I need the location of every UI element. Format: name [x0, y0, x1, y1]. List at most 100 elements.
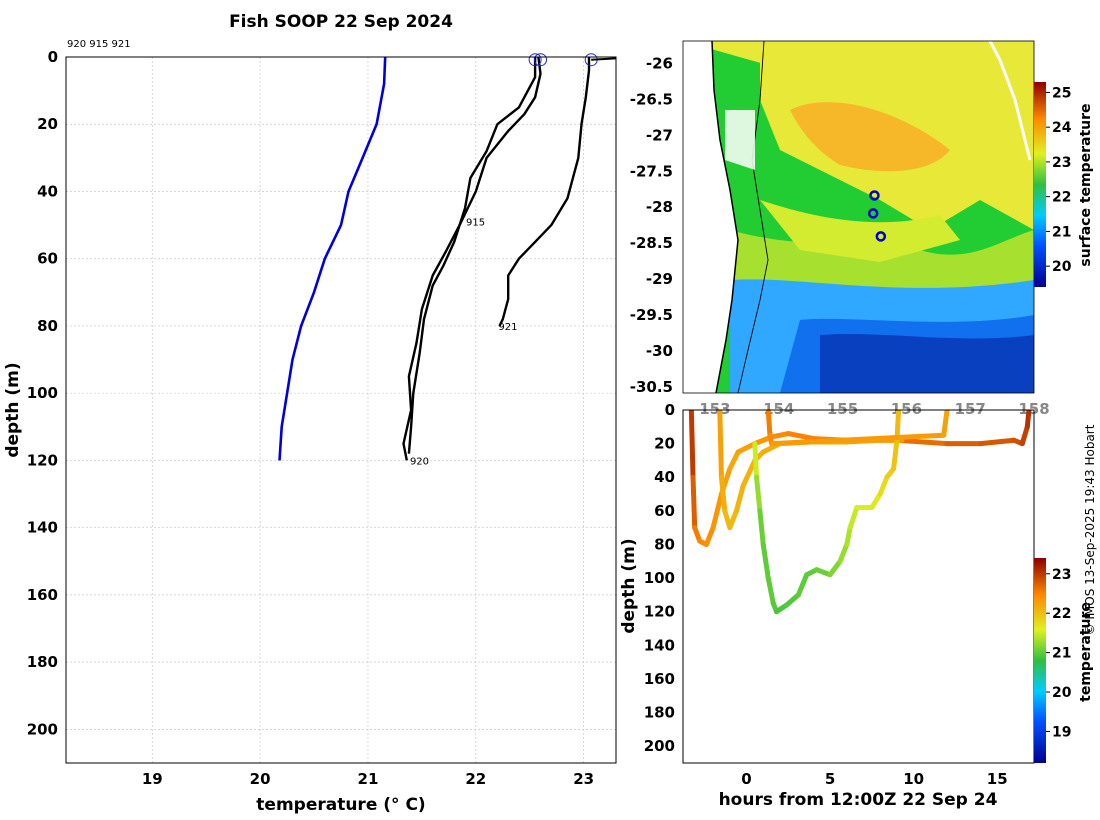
- depth-time-track-segment: [894, 437, 950, 447]
- depth-time-tracks: [688, 410, 1032, 615]
- depth-time-track-segment: [760, 541, 771, 581]
- depth-time-track-segment: [690, 474, 698, 531]
- map-colorbar-label: surface temperature: [1078, 103, 1094, 266]
- depth-time-xtick-label: 5: [825, 770, 835, 788]
- profile-ytick-label: 80: [37, 317, 58, 335]
- depth-time-track-segment: [1024, 410, 1032, 430]
- profile-label-915: 915: [466, 218, 485, 229]
- profile-ytick-label: 60: [37, 250, 58, 268]
- depth-time-colorbar-tick-label: 20: [1052, 685, 1072, 701]
- depth-time-ytick-label: 200: [644, 737, 675, 755]
- map-xtick-label: 153: [699, 400, 730, 418]
- profile-surface-marker: [528, 53, 542, 67]
- profile-panel: 920 915 921 19 20 21 22 23 0 20 40 60 80 100 120 140 16…: [3, 48, 617, 815]
- figure-title: Fish SOOP 22 Sep 2024: [229, 12, 453, 32]
- map-ytick-label: -30: [646, 342, 673, 360]
- map-colorbar-tick-label: 21: [1052, 224, 1071, 240]
- depth-time-track-segment: [891, 437, 900, 472]
- profile-surface-segment: [591, 57, 617, 61]
- profile-line-920: [402, 56, 542, 461]
- map-ytick-label: -29: [646, 270, 673, 288]
- depth-time-track-segment: [727, 508, 739, 531]
- profile-xtick-label: 23: [573, 770, 594, 788]
- map-image: [683, 41, 1034, 393]
- depth-time-ytick-label: 60: [654, 502, 675, 520]
- profile-label-921: 921: [498, 322, 517, 333]
- map-xtick-label: 155: [827, 400, 858, 418]
- profile-ytick-label: 120: [27, 451, 58, 469]
- depth-time-ytick-label: 120: [644, 603, 675, 621]
- map-float-marker: [867, 208, 879, 219]
- depth-time-track-segment: [978, 437, 1017, 447]
- depth-time-ytick-label: 40: [654, 468, 675, 486]
- profile-axes-frame: [65, 56, 617, 764]
- depth-time-track-segment: [688, 410, 696, 480]
- profile-ytick-label: 100: [27, 384, 58, 402]
- depth-time-ytick-label: 140: [644, 636, 675, 654]
- depth-time-track-segment: [1019, 424, 1030, 447]
- depth-time-track-segment: [718, 474, 728, 514]
- depth-time-track-segment: [733, 483, 746, 514]
- map-ytick-label: -28: [646, 198, 673, 216]
- float-ids-label: 920 915 921: [67, 39, 131, 50]
- depth-time-colorbar-label: temperature: [1078, 602, 1094, 702]
- depth-time-ytick-label: 0: [665, 401, 675, 419]
- profile-line-915: [407, 57, 537, 454]
- depth-time-track-segment: [765, 410, 773, 438]
- profile-label-920: 920: [410, 456, 429, 467]
- profile-xtick-label: 20: [250, 770, 271, 788]
- map-colorbar-tick-label: 25: [1052, 85, 1071, 101]
- depth-time-ytick-label: 180: [644, 704, 675, 722]
- depth-time-track-segment: [752, 441, 760, 480]
- depth-time-track-segment: [869, 491, 883, 510]
- depth-time-track-segment: [754, 474, 763, 514]
- depth-time-ytick-label: 100: [644, 569, 675, 587]
- depth-time-panel: 0 5 10 15 0 20 40 60 80 100 120 140 160 180 200 hours …: [619, 401, 1094, 810]
- profile-grid: [66, 56, 616, 763]
- profile-xtick-label: 19: [142, 770, 163, 788]
- profile-xtick-label: 22: [465, 770, 486, 788]
- profile-surface-marker: [534, 53, 548, 67]
- profile-ytick-label: 180: [27, 653, 58, 671]
- depth-time-track-segment: [765, 575, 776, 606]
- map-colorbar-tick-label: 24: [1052, 120, 1072, 136]
- depth-time-ytick-label: 160: [644, 670, 675, 688]
- map-float-marker: [869, 190, 880, 201]
- depth-time-track-segment: [784, 592, 801, 608]
- profile-ytick-label: 40: [37, 182, 58, 200]
- depth-time-track-segment: [757, 508, 766, 547]
- map-ytick-label: -27: [646, 126, 673, 144]
- depth-time-track-segment: [740, 457, 758, 489]
- profile-line-921: [498, 57, 591, 327]
- depth-time-frame: [682, 409, 1035, 764]
- depth-time-track-segment: [844, 525, 853, 547]
- profile-ytick-label: 140: [27, 519, 58, 537]
- depth-time-colorbar-tick-label: 19: [1052, 724, 1071, 740]
- depth-time-track-segment: [769, 431, 791, 440]
- depth-time-track-segment: [710, 491, 724, 531]
- map-ytick-label: -28.5: [630, 234, 673, 252]
- depth-time-ytick-label: 80: [654, 535, 675, 553]
- profile-xtick-label: 21: [358, 770, 379, 788]
- map-xtick-label: 157: [955, 400, 986, 418]
- map-float-markers: [867, 190, 887, 242]
- profile-ytick-label: 160: [27, 586, 58, 604]
- depth-time-colorbar-tick-label: 22: [1052, 606, 1071, 622]
- depth-time-colorbar-ticks: 19 20 21 22 23: [1046, 567, 1072, 740]
- profile-lines: 920 915 921: [278, 53, 617, 467]
- depth-time-xtick-label: 15: [987, 770, 1008, 788]
- depth-time-track-segment: [847, 504, 860, 531]
- depth-time-track-segment: [877, 474, 890, 497]
- map-ytick-label: -26: [646, 55, 673, 73]
- credit-text: © IMOS 13-Sep-2025 19:43 Hobart: [1083, 424, 1097, 635]
- depth-time-colorbar-tick-label: 21: [1052, 646, 1071, 662]
- profile-ytick-label: 200: [27, 720, 58, 738]
- map-panel: -26 -26.5 -27 -27.5 -28 -28.5 -29 -29.5 -30 -30.5…: [630, 40, 1094, 418]
- map-float-marker: [875, 231, 887, 242]
- depth-time-track-segment: [785, 431, 816, 442]
- map-ytick-label: -27.5: [630, 162, 673, 180]
- depth-time-track-segment: [827, 558, 843, 578]
- profile-xlabel: temperature (° C): [256, 795, 425, 815]
